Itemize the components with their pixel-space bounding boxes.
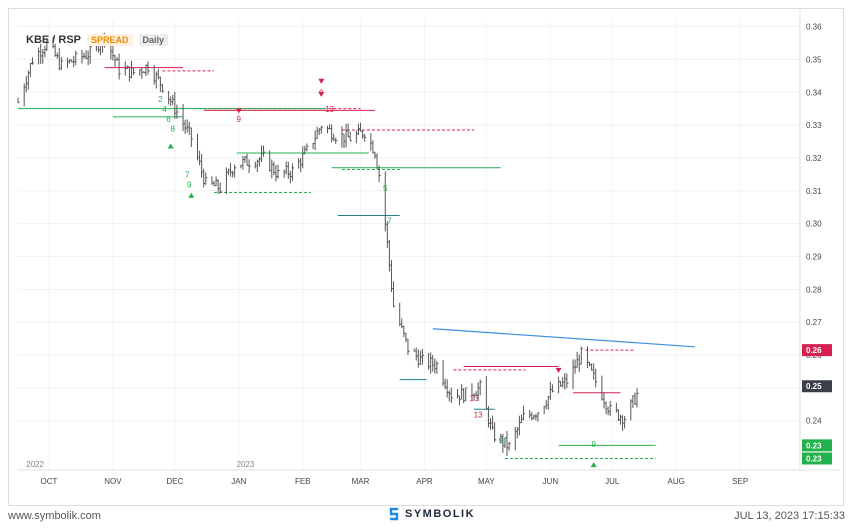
year-label: 2022 [26, 460, 44, 469]
chart-frame [8, 8, 844, 506]
down-arrow-icon [318, 78, 325, 84]
trendline-group [432, 328, 695, 348]
up-arrow-icon [188, 192, 195, 198]
price-tag-label: 0.23 [806, 441, 822, 450]
brand-name: SYMBOLIK [405, 508, 476, 520]
gridlines [18, 10, 840, 471]
sell-setup-count: 13 [325, 105, 334, 114]
y-tick-label: 0.27 [806, 318, 822, 327]
y-tick-label: 0.34 [806, 88, 822, 97]
buy-setup-count: 6 [166, 115, 171, 124]
x-tick-label: APR [416, 477, 433, 486]
down-arrow-icon [555, 367, 562, 373]
down-arrow-icon [318, 91, 325, 97]
y-tick-label: 0.28 [806, 285, 822, 294]
x-tick-label: MAY [478, 477, 495, 486]
spread-badge: SPREAD [87, 34, 133, 46]
x-tick-label: MAR [352, 477, 370, 486]
x-tick-label: OCT [41, 477, 58, 486]
price-tag-box [802, 380, 832, 393]
buy-setup-count: 7 [185, 171, 190, 180]
x-tick-label: AUG [668, 477, 685, 486]
price-tags: 0.26 0.25 0.23 0.23 [802, 344, 832, 465]
buy-setup-count: 9 [591, 440, 596, 449]
year-label: 2023 [237, 460, 255, 469]
brand-logo: SYMBOLIK [388, 507, 475, 521]
price-tag-label: 0.26 [806, 346, 822, 355]
y-axis: 0.24 0.25 0.26 0.27 0.28 0.29 0.30 0.31 0.32 0.33… [806, 23, 822, 426]
sell-setup-count: 13 [474, 410, 483, 419]
y-tick-label: 0.30 [806, 220, 822, 229]
x-tick-label: FEB [295, 477, 311, 486]
price-bars [17, 32, 639, 456]
y-tick-label: 0.32 [806, 154, 822, 163]
buy-setup-count: 5 [383, 184, 388, 193]
buy-setup-count: 9 [187, 181, 192, 190]
x-tick-label: JAN [231, 477, 246, 486]
symbol-label[interactable]: KBE / RSP [26, 34, 82, 46]
price-tag-box [802, 452, 832, 465]
price-tag-box [802, 344, 832, 357]
website-link[interactable]: www.symbolik.com [8, 510, 101, 522]
price-tag-box [802, 439, 832, 452]
chart-header: KBE / RSP SPREAD Daily [26, 34, 169, 46]
y-tick-label: 0.33 [806, 121, 822, 130]
buy-setup-count: 9 [499, 437, 504, 446]
sell-setup-count: 9 [237, 115, 242, 124]
signal-arrows [167, 78, 597, 468]
up-arrow-icon [590, 462, 597, 468]
x-axis: OCT NOV DEC JAN FEB MAR APR MAY JUN JUL AUG SEP 2022… [26, 460, 748, 486]
x-tick-label: JUN [543, 477, 559, 486]
x-tick-label: JUL [605, 477, 620, 486]
up-arrow-icon [167, 143, 174, 149]
timestamp: JUL 13, 2023 17:15:33 [734, 510, 845, 522]
price-tag-label: 0.25 [806, 382, 822, 391]
x-tick-label: NOV [104, 477, 122, 486]
x-tick-label: SEP [732, 477, 748, 486]
buy-setup-count: 8 [171, 125, 176, 134]
buy-setup-count: 7 [387, 217, 392, 226]
sell-setup-count: 13 [470, 394, 479, 403]
symbolik-logo-icon [389, 507, 399, 521]
y-tick-label: 0.31 [806, 187, 822, 196]
down-arrow-icon [235, 108, 242, 114]
buy-setup-count: 4 [162, 105, 167, 114]
y-tick-label: 0.36 [806, 23, 822, 32]
trendline [432, 328, 695, 348]
y-tick-label: 0.29 [806, 252, 822, 261]
x-tick-label: DEC [166, 477, 183, 486]
setup-count-labels: 246879579999131313 [158, 89, 596, 449]
price-tag-label: 0.23 [806, 455, 822, 464]
buy-setup-count: 2 [158, 95, 163, 104]
support-resistance-levels [18, 67, 656, 460]
y-tick-label: 0.35 [806, 55, 822, 64]
y-tick-label: 0.24 [806, 417, 822, 426]
timeframe-badge[interactable]: Daily [138, 34, 169, 46]
